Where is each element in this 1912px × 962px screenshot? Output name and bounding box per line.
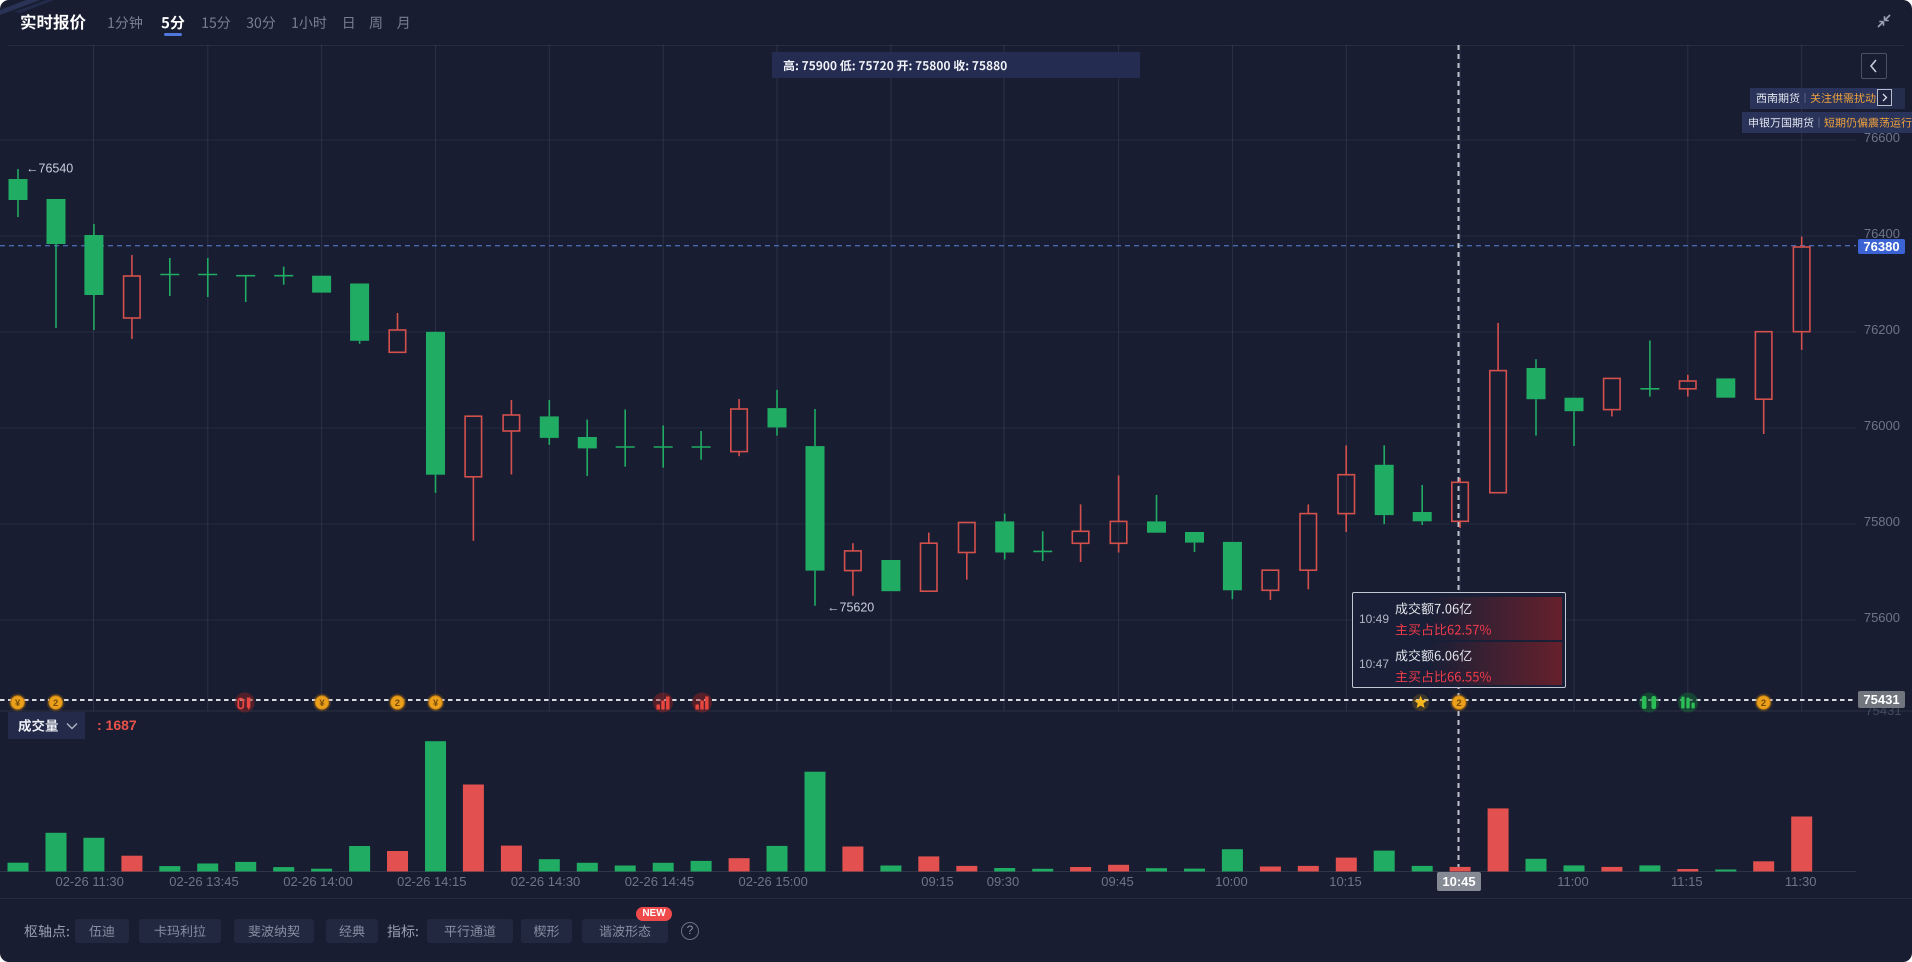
svg-text:2: 2 xyxy=(53,698,58,709)
svg-text:←75620: ←75620 xyxy=(827,601,874,615)
svg-text:2: 2 xyxy=(395,698,400,709)
svg-text:←76540: ←76540 xyxy=(26,162,73,176)
svg-text:¥: ¥ xyxy=(15,698,21,709)
svg-text:¥: ¥ xyxy=(433,698,439,709)
svg-text:2: 2 xyxy=(1761,698,1766,709)
svg-text:¥: ¥ xyxy=(319,698,325,709)
svg-text:2: 2 xyxy=(1456,698,1461,709)
